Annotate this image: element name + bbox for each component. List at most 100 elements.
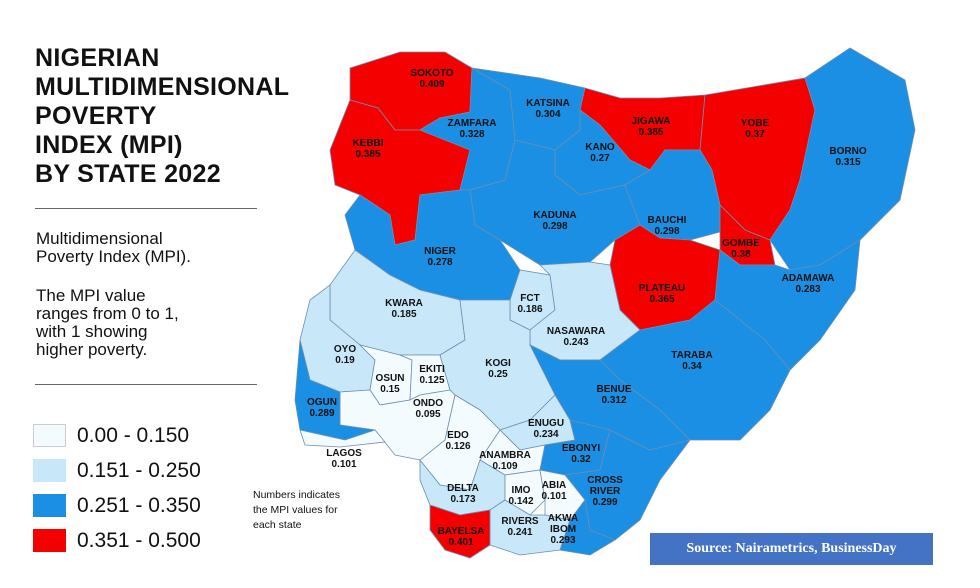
state-name-label: KWARA	[385, 298, 423, 309]
state-lagos	[299, 429, 386, 448]
state-name-label: KADUNA	[533, 210, 576, 221]
range-line: ranges from 0 to 1,	[36, 304, 179, 323]
note-line: the MPI values for	[253, 504, 338, 516]
state-mpi-value: 0.19	[335, 355, 355, 366]
state-name-label: KEBBI	[352, 138, 383, 149]
state-mpi-value: 0.185	[391, 309, 416, 320]
legend-label: 0.351 - 0.500	[77, 528, 201, 552]
map-title: NIGERIAN MULTIDIMENSIONAL POVERTY INDEX …	[35, 44, 289, 189]
state-mpi-value: 0.125	[419, 375, 444, 386]
state-mpi-value: 0.126	[445, 441, 470, 452]
state-name-label: DELTA	[447, 483, 479, 494]
state-mpi-value: 0.385	[355, 149, 380, 160]
legend-label: 0.151 - 0.250	[77, 458, 201, 482]
legend-item: 0.351 - 0.500	[33, 523, 201, 558]
state-mpi-value: 0.328	[459, 129, 484, 140]
state-mpi-value: 0.299	[592, 497, 617, 508]
state-name-label: EBONYI	[562, 443, 601, 454]
state-mpi-value: 0.385	[638, 127, 663, 138]
state-mpi-value: 0.401	[448, 537, 473, 548]
state-mpi-value: 0.298	[654, 226, 679, 237]
state-mpi-value: 0.32	[571, 454, 591, 465]
map-note: Numbers indicates the MPI values for eac…	[253, 488, 340, 533]
divider	[35, 208, 257, 209]
state-mpi-value: 0.304	[535, 109, 560, 120]
state-mpi-value: 0.25	[488, 369, 508, 380]
state-mpi-value: 0.173	[450, 494, 475, 505]
definition-line: Poverty Index (MPI).	[36, 247, 191, 266]
state-name-label: NASAWARA	[547, 326, 605, 337]
state-mpi-value: 0.15	[380, 384, 400, 395]
state-name-label: ENUGU	[528, 418, 564, 429]
title-line: INDEX (MPI)	[35, 131, 183, 159]
state-name-label: GOMBE	[722, 238, 760, 249]
state-name-label: ZAMFARA	[448, 118, 497, 129]
range-line: with 1 showing	[36, 322, 148, 341]
state-mpi-value: 0.38	[731, 249, 751, 260]
state-mpi-value: 0.101	[541, 491, 566, 502]
state-name-label: OSUN	[376, 373, 405, 384]
legend-swatch	[33, 529, 66, 552]
state-mpi-value: 0.101	[331, 459, 356, 470]
state-name-label: CROSS	[587, 475, 623, 486]
state-name-label: LAGOS	[326, 448, 362, 459]
state-shape	[299, 429, 386, 448]
title-line: MULTIDIMENSIONAL	[35, 73, 290, 101]
legend-swatch	[33, 494, 66, 517]
legend-label: 0.00 - 0.150	[77, 423, 190, 447]
range-line: The MPI value	[36, 286, 146, 305]
legend: 0.00 - 0.150 0.151 - 0.250 0.251 - 0.350…	[33, 418, 201, 558]
state-name-label: KOGI	[485, 358, 511, 369]
state-mpi-value: 0.142	[508, 496, 533, 507]
state-imo	[504, 469, 546, 516]
state-shape	[504, 469, 546, 516]
state-name-label: RIVER	[590, 486, 621, 497]
state-name-label: IMO	[512, 485, 531, 496]
range-line: higher poverty.	[36, 340, 148, 359]
legend-item: 0.251 - 0.350	[33, 488, 201, 523]
legend-swatch	[33, 424, 66, 447]
state-name-label: OGUN	[307, 397, 337, 408]
legend-label: 0.251 - 0.350	[77, 493, 201, 517]
state-name-label: ABIA	[542, 480, 566, 491]
state-name-label: NIGER	[424, 246, 456, 257]
state-name-label: EDO	[447, 430, 469, 441]
state-mpi-value: 0.283	[795, 284, 820, 295]
state-name-label: YOBE	[741, 118, 770, 129]
mpi-range-explanation: The MPI value ranges from 0 to 1, with 1…	[36, 287, 179, 359]
state-name-label: JIGAWA	[632, 116, 671, 127]
state-akwa-ibom	[559, 499, 616, 556]
state-name-label: ANAMBRA	[479, 450, 531, 461]
state-name-label: KANO	[585, 142, 615, 153]
state-name-label: RIVERS	[501, 516, 539, 527]
divider	[35, 384, 257, 385]
legend-swatch	[33, 459, 66, 482]
definition-line: Multidimensional	[36, 229, 163, 248]
title-line: POVERTY	[35, 102, 157, 130]
state-name-label: BAYELSA	[438, 526, 485, 537]
state-mpi-value: 0.315	[835, 157, 860, 168]
source-box: Source: Nairametrics, BusinessDay	[650, 533, 933, 565]
state-mpi-value: 0.365	[649, 294, 674, 305]
state-name-label: TARABA	[671, 350, 712, 361]
state-mpi-value: 0.37	[745, 129, 765, 140]
state-mpi-value: 0.241	[507, 527, 532, 538]
state-name-label: OYO	[334, 344, 356, 355]
state-shape	[559, 499, 616, 556]
title-line: NIGERIAN	[35, 44, 160, 72]
legend-item: 0.00 - 0.150	[33, 418, 201, 453]
state-mpi-value: 0.27	[590, 153, 610, 164]
mpi-definition: Multidimensional Poverty Index (MPI).	[36, 230, 191, 266]
state-name-label: ONDO	[413, 398, 443, 409]
state-name-label: KATSINA	[526, 98, 570, 109]
state-name-label: IBOM	[550, 524, 576, 535]
legend-item: 0.151 - 0.250	[33, 453, 201, 488]
note-line: Numbers indicates	[253, 489, 340, 501]
state-name-label: BENUE	[596, 384, 631, 395]
state-name-label: EKITI	[419, 364, 445, 375]
state-name-label: SOKOTO	[410, 68, 453, 79]
state-name-label: FCT	[520, 293, 539, 304]
state-mpi-value: 0.312	[601, 395, 626, 406]
